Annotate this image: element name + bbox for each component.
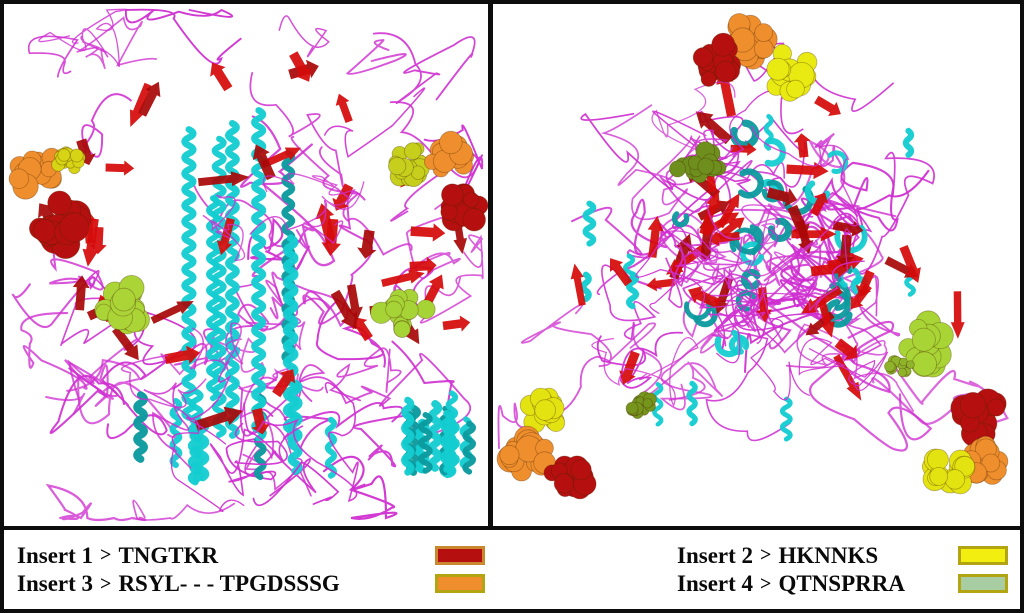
insert4-bottom-left (625, 391, 657, 420)
insert4-right (898, 310, 954, 378)
insert4-color-swatch (958, 574, 1008, 594)
insert3-label: Insert 3 (17, 571, 94, 596)
spike-side-view-structure (8, 8, 488, 522)
insert-surface-blobs (8, 130, 488, 338)
insert1-sequence: TNGTKR (118, 542, 219, 568)
insert3-color-swatch (435, 574, 485, 594)
insert1-top (692, 32, 742, 87)
insert1-bottom-right (950, 388, 1007, 447)
insert3-right (423, 130, 474, 178)
insert1-label: Insert 1 (17, 542, 94, 568)
legend-row-insert4: Insert 4 > QTNSPRRA (677, 571, 1008, 596)
insert1-right (440, 183, 488, 232)
insert1-separator: > (100, 544, 112, 567)
insert2-top (766, 43, 818, 102)
front-loop-ribbons (27, 8, 426, 512)
figure-legend: Insert 1 > TNGTKR Insert 3 > RSYL- - - T… (4, 530, 1020, 609)
insert4-sequence: QTNSPRRA (778, 571, 905, 596)
insert4-right-small (884, 355, 915, 378)
spike-top-view-structure (496, 13, 1009, 500)
insert2-sequence: HKNNKS (778, 542, 879, 568)
insert3-left (8, 147, 62, 200)
spike-side-view-panel (4, 4, 488, 526)
legend-column-right: Insert 2 > HKNNKS Insert 4 > QTNSPRRA (493, 530, 1020, 609)
spike-top-view-panel (493, 4, 1020, 526)
panel-divider (488, 4, 493, 526)
insert2-separator: > (760, 544, 772, 567)
structure-panels (4, 4, 1020, 526)
insert4-right-mid (370, 288, 436, 338)
insert1-left (29, 190, 92, 260)
insert2-label: Insert 2 (677, 542, 754, 568)
insert3-sequence: RSYL- - - TPGDSSSG (118, 571, 340, 596)
insert4-left-mid (94, 274, 150, 335)
beta-sheet-arrows (570, 65, 965, 401)
legend-row-insert1: Insert 1 > TNGTKR (17, 543, 485, 568)
legend-separator-line (4, 526, 1020, 530)
insert4-label: Insert 4 (677, 571, 754, 596)
insert4-upper-left (669, 141, 727, 184)
insert2-right (388, 142, 430, 187)
legend-column-left: Insert 1 > TNGTKR Insert 3 > RSYL- - - T… (4, 530, 493, 609)
insert3-separator: > (100, 572, 112, 595)
insert1-bottom-left (543, 455, 597, 500)
legend-row-insert3: Insert 3 > RSYL- - - TPGDSSSG (17, 571, 485, 596)
insert2-bottom-right (921, 448, 976, 495)
insert2-color-swatch (958, 545, 1008, 565)
insert1-color-swatch (435, 545, 485, 565)
insert3-top (723, 13, 778, 70)
legend-row-insert2: Insert 2 > HKNNKS (677, 543, 1008, 568)
insert4-separator: > (760, 572, 772, 595)
insert2-left (51, 146, 86, 175)
insert2-bottom-left (519, 387, 566, 434)
insert-surface-blobs (496, 13, 1009, 500)
